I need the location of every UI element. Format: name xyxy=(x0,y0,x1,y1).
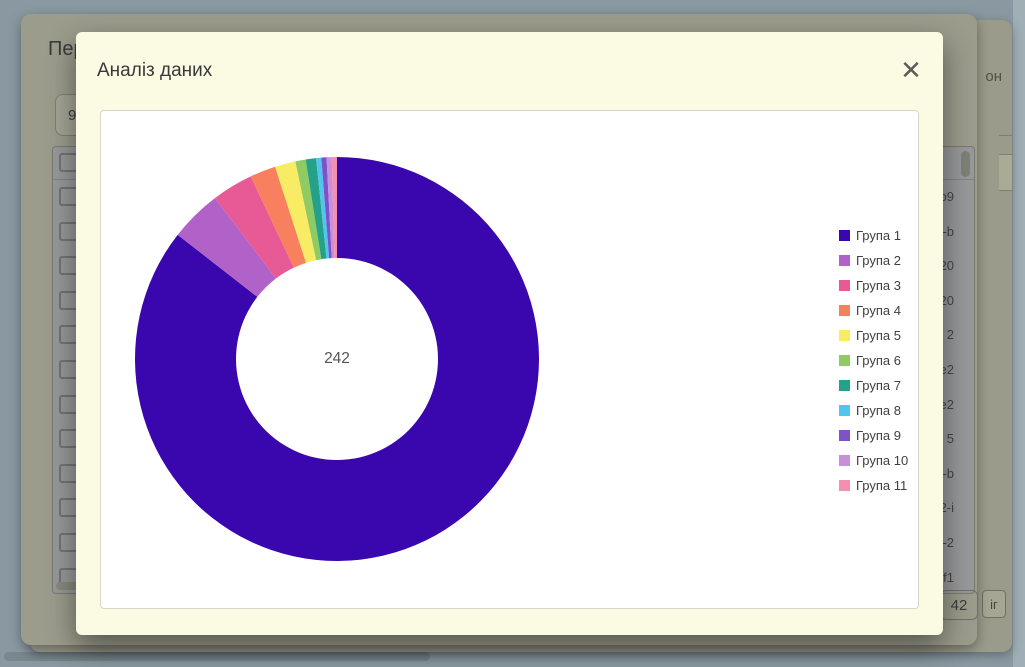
page-horizontal-scrollbar-thumb[interactable] xyxy=(4,652,430,661)
legend-item[interactable]: Група 9 xyxy=(839,423,908,448)
legend-item[interactable]: Група 2 xyxy=(839,248,908,273)
row-id-fragment: -b xyxy=(942,465,954,481)
analysis-modal: Аналіз даних ✕ 242 Група 1 Група 2 Група… xyxy=(76,32,943,635)
donut-slice[interactable] xyxy=(326,157,335,259)
legend-label: Група 9 xyxy=(856,428,902,443)
row-id-fragment: 2-i xyxy=(939,500,954,516)
row-id-fragment: 5 xyxy=(946,431,954,447)
donut-slice[interactable] xyxy=(250,166,307,268)
donut-slice[interactable] xyxy=(275,161,317,263)
legend-swatch xyxy=(839,355,850,366)
table-vertical-scrollbar-thumb[interactable] xyxy=(961,151,970,177)
row-id-fragment: e2 xyxy=(939,361,954,377)
legend-swatch xyxy=(839,480,850,491)
legend-label: Група 8 xyxy=(856,403,902,418)
row-id-fragment: 20 xyxy=(939,258,954,274)
legend-label: Група 5 xyxy=(856,328,902,343)
legend-item[interactable]: Група 4 xyxy=(839,298,908,323)
legend-item[interactable]: Група 7 xyxy=(839,373,908,398)
legend-label: Група 2 xyxy=(856,253,902,268)
legend-item[interactable]: Група 11 xyxy=(839,473,908,498)
legend-label: Група 11 xyxy=(856,478,908,493)
donut-slice[interactable] xyxy=(135,157,540,561)
legend-label: Група 1 xyxy=(856,228,902,243)
row-id-fragment: e2 xyxy=(939,396,954,412)
chart-card: 242 Група 1 Група 2 Група 3 Група 4 Груп… xyxy=(100,110,919,609)
legend-label: Група 3 xyxy=(856,278,902,293)
close-icon[interactable]: ✕ xyxy=(893,52,929,88)
legend-swatch xyxy=(839,330,850,341)
row-id-fragment: -b xyxy=(942,223,954,239)
donut-slice[interactable] xyxy=(177,198,276,297)
donut-slice[interactable] xyxy=(305,158,327,260)
far-dialog-clipped-text: он xyxy=(985,68,1002,85)
far-dialog-clipped-button[interactable]: іг xyxy=(982,590,1006,618)
far-dialog-table-cell xyxy=(999,154,1012,190)
donut-slice[interactable] xyxy=(331,157,337,259)
legend-item[interactable]: Група 5 xyxy=(839,323,908,348)
legend-swatch xyxy=(839,305,850,316)
legend-swatch xyxy=(839,255,850,266)
legend-item[interactable]: Група 3 xyxy=(839,273,908,298)
legend-swatch xyxy=(839,405,850,416)
donut-slice[interactable] xyxy=(316,157,330,259)
legend-label: Група 7 xyxy=(856,378,902,393)
chart-legend: Група 1 Група 2 Група 3 Група 4 Група 5 … xyxy=(839,223,908,498)
donut-center-label: 242 xyxy=(324,350,350,367)
legend-swatch xyxy=(839,430,850,441)
donut-slice[interactable] xyxy=(321,157,332,259)
donut-slice[interactable] xyxy=(295,159,322,261)
legend-item[interactable]: Група 10 xyxy=(839,448,908,473)
legend-label: Група 4 xyxy=(856,303,902,318)
legend-item[interactable]: Група 6 xyxy=(839,348,908,373)
background-dialog-title: Пер xyxy=(48,38,85,60)
row-id-fragment: 20 xyxy=(939,292,954,308)
far-dialog-table-edge xyxy=(999,135,1012,191)
donut-slice[interactable] xyxy=(214,176,294,279)
legend-label: Група 6 xyxy=(856,353,902,368)
legend-swatch xyxy=(839,280,850,291)
row-id-fragment: b9 xyxy=(939,189,954,204)
legend-label: Група 10 xyxy=(856,453,909,468)
table-rows: b9 -b 20 20 2 e2 e2 5 -b 2-i -2 xyxy=(53,180,974,593)
legend-swatch xyxy=(839,230,850,241)
legend-swatch xyxy=(839,380,850,391)
legend-item[interactable]: Група 8 xyxy=(839,398,908,423)
legend-swatch xyxy=(839,455,850,466)
row-id-fragment: 2 xyxy=(946,327,954,343)
modal-title: Аналіз даних xyxy=(97,60,213,81)
donut-chart xyxy=(135,157,540,561)
row-id-fragment: -2 xyxy=(942,534,954,550)
legend-item[interactable]: Група 1 xyxy=(839,223,908,248)
page-vertical-scrollbar-track[interactable] xyxy=(1013,0,1025,667)
row-id-fragment: f1 xyxy=(943,569,954,585)
